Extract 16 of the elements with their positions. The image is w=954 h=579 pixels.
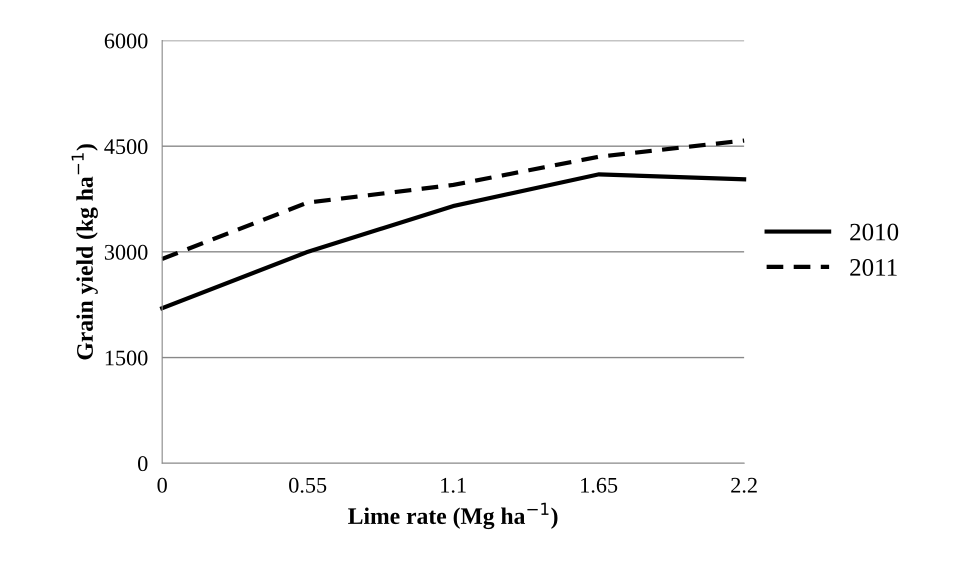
legend-label: 2011: [850, 258, 897, 276]
x-tick-label: 0.55: [289, 478, 326, 493]
legend-label: 2010: [850, 224, 898, 241]
y-axis-title: Grain yield (kg ha$^{−1}$): [72, 144, 98, 360]
y-tick-label: 0: [138, 456, 148, 472]
y-tick-label: 1500: [106, 350, 148, 366]
y-tick-label: 6000: [104, 33, 148, 48]
x-tick-label: 1.65: [581, 478, 618, 493]
line-series: [160, 138, 746, 261]
x-axis-title: Lime rate (Mg ha$^{−1}$): [348, 502, 558, 530]
y-tick-label: 3000: [104, 244, 148, 260]
x-tick-label: 1.1: [441, 478, 466, 493]
y-tick-label: 4500: [104, 139, 148, 154]
line-series: [160, 172, 746, 310]
x-tick-label: 0: [157, 478, 167, 493]
x-tick-label: 2.2: [731, 478, 757, 493]
